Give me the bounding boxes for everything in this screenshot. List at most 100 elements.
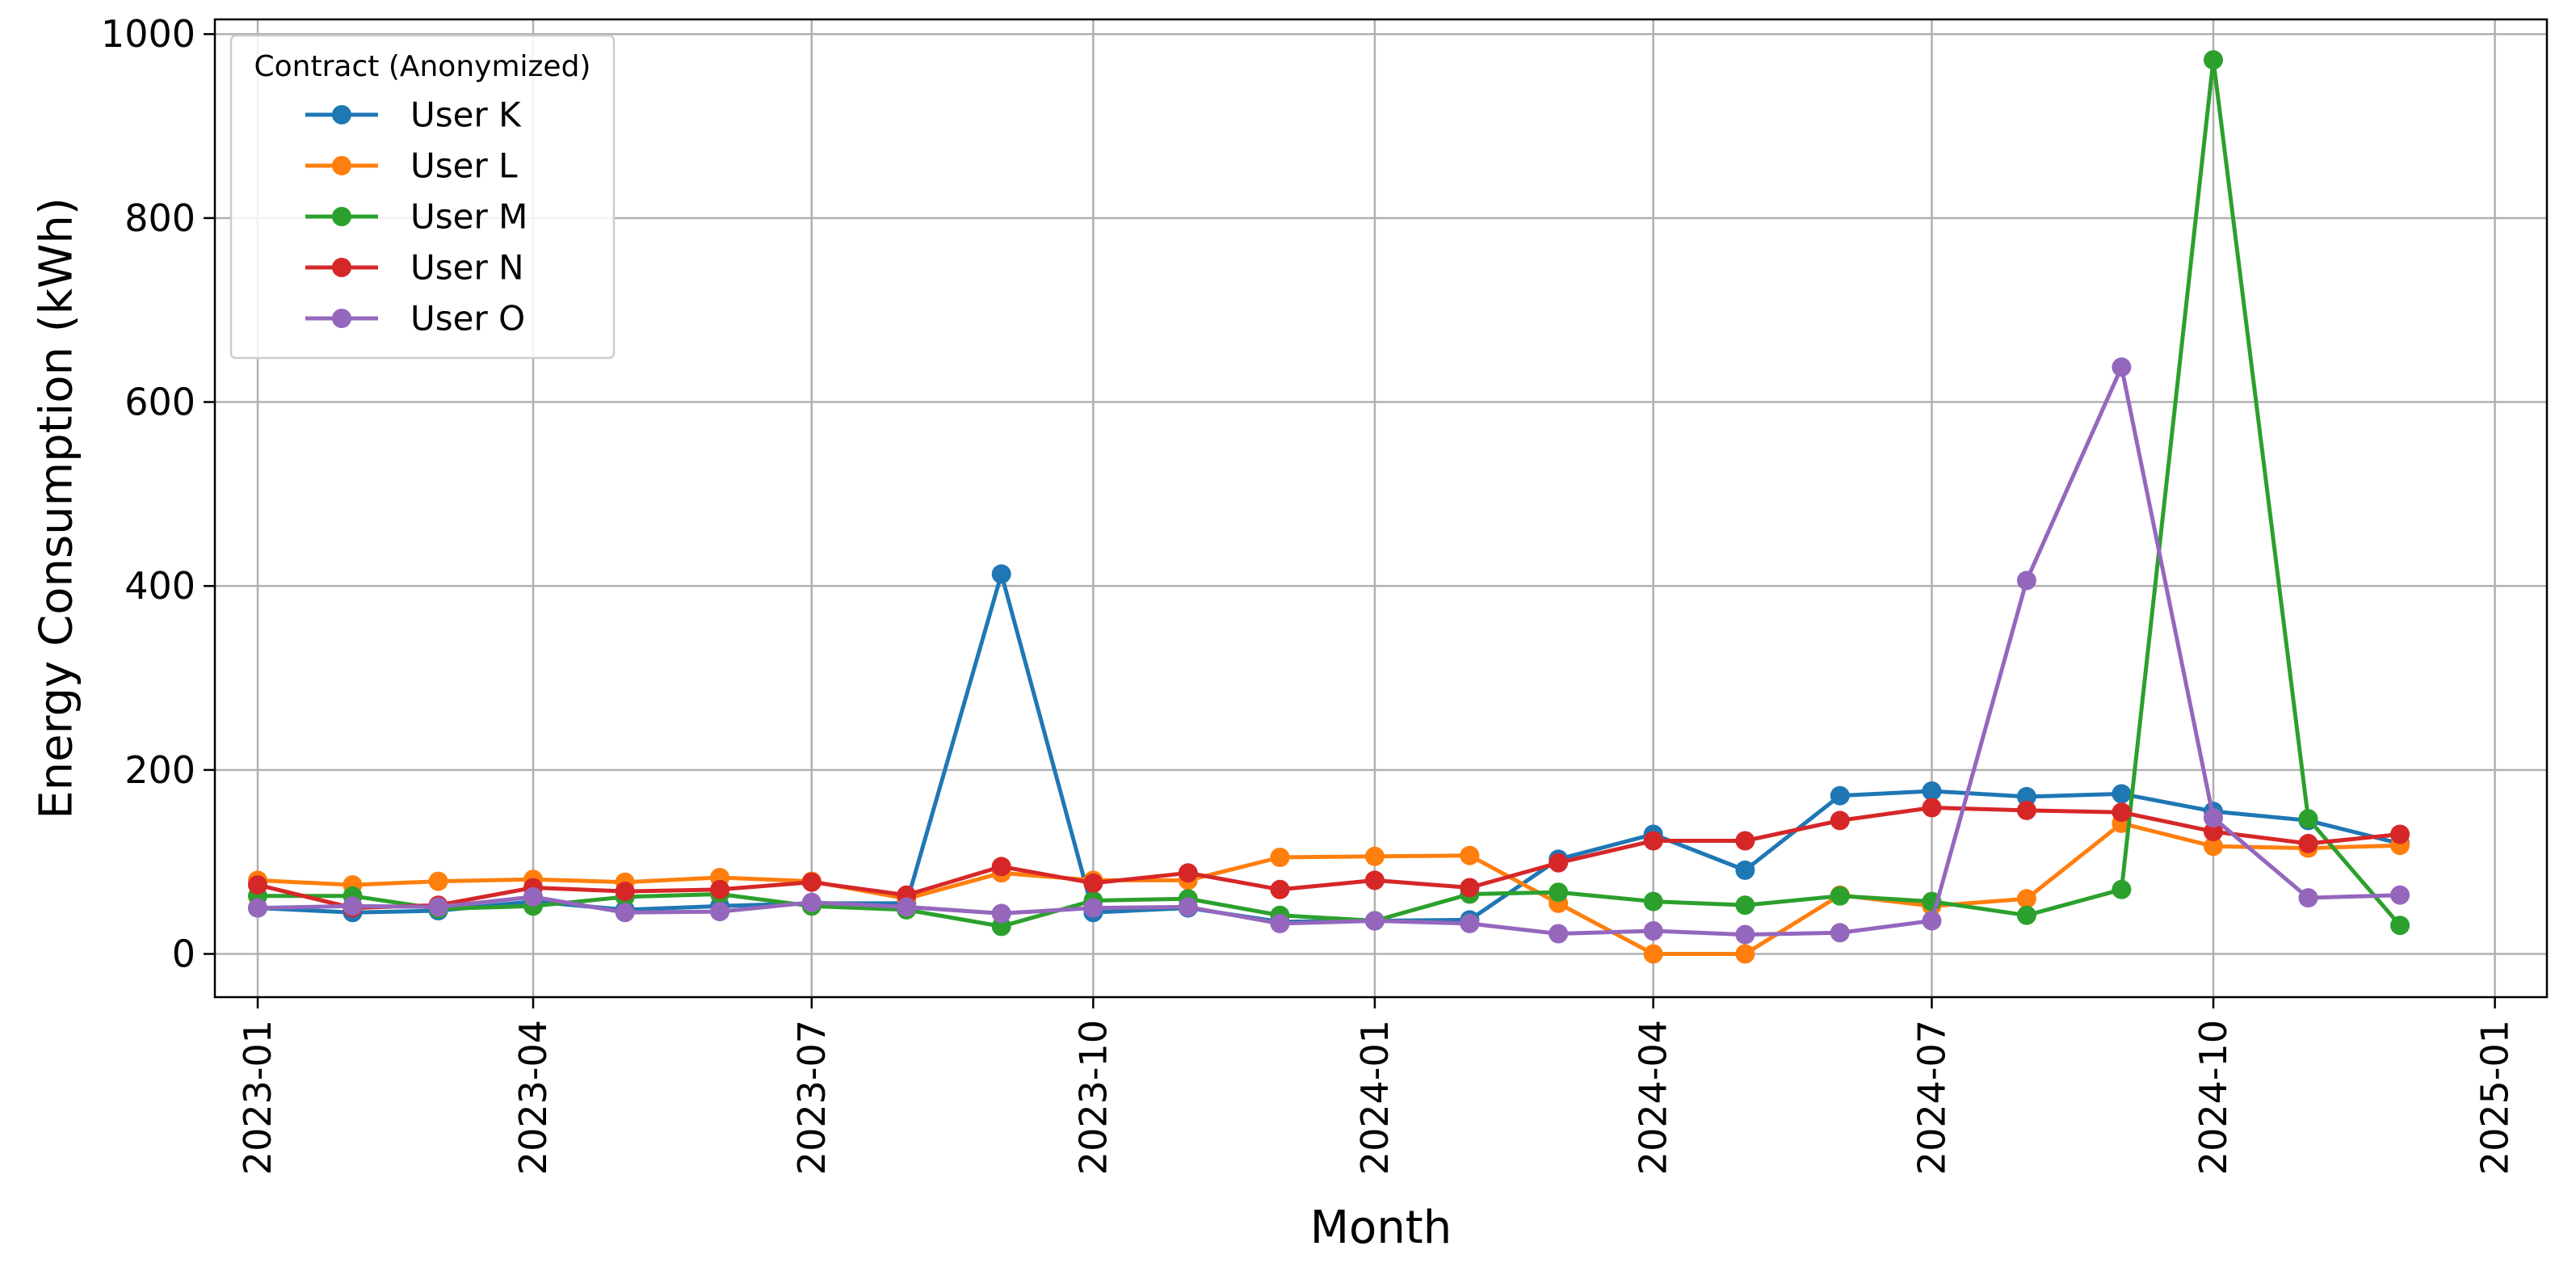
data-point-user-n (1643, 831, 1663, 851)
y-axis-title: Energy Consumption (kWh) (31, 197, 83, 819)
data-point-user-m (2390, 916, 2410, 936)
data-point-user-n (1735, 831, 1755, 851)
x-tick-label: 2023-07 (790, 1020, 834, 1175)
x-tick-label: 2023-01 (236, 1020, 279, 1175)
data-point-user-o (1083, 898, 1103, 918)
legend-item-user-l: User L (305, 146, 518, 186)
data-point-user-k (991, 564, 1011, 584)
data-point-user-n (1922, 798, 1942, 818)
data-point-user-o (2204, 808, 2223, 827)
legend-item-user-o: User O (305, 299, 525, 339)
data-point-user-n (1549, 853, 1569, 873)
legend-swatch-marker (332, 156, 351, 175)
data-point-user-m (1549, 882, 1569, 903)
y-tick-label: 600 (124, 381, 195, 424)
data-point-user-o (1922, 911, 1942, 931)
data-point-user-o (1643, 921, 1663, 941)
data-point-user-o (991, 903, 1011, 924)
y-tick-label: 200 (124, 748, 195, 792)
data-point-user-l (1364, 846, 1385, 866)
data-point-user-m (2016, 905, 2036, 925)
x-tick-label: 2023-04 (511, 1020, 555, 1175)
data-point-user-o (2016, 570, 2036, 591)
data-point-user-o (428, 897, 448, 917)
data-point-user-m (1735, 895, 1755, 916)
x-tick-label: 2024-01 (1353, 1020, 1397, 1175)
legend-item-user-k: User K (305, 95, 522, 135)
data-point-user-k (1922, 781, 1942, 801)
legend-swatch-marker (332, 309, 351, 328)
data-point-user-o (2298, 888, 2318, 908)
data-point-user-k (1830, 785, 1850, 806)
data-point-user-o (2112, 357, 2132, 377)
y-tick-label: 1000 (101, 12, 195, 56)
data-point-user-m (2298, 809, 2318, 829)
data-point-user-m (2204, 50, 2223, 70)
series-user-o (248, 357, 2410, 945)
data-point-user-o (2390, 885, 2410, 905)
data-point-user-k (2112, 784, 2132, 804)
data-point-user-o (1460, 913, 1480, 933)
data-point-user-m (1830, 886, 1850, 906)
series-line-user-o (257, 364, 2401, 937)
data-point-user-n (248, 875, 267, 895)
legend-title: Contract (Anonymized) (254, 50, 591, 83)
legend-swatch-marker (332, 258, 351, 277)
legend-item-user-m: User M (305, 197, 527, 237)
data-point-user-o (248, 898, 267, 918)
data-point-user-o (1364, 911, 1385, 931)
legend-swatch-marker (332, 105, 351, 124)
series-line-user-n (257, 806, 2401, 911)
legend-label: User K (410, 95, 522, 135)
data-point-user-n (1364, 870, 1385, 890)
x-tick-label: 2024-10 (2191, 1020, 2235, 1175)
data-point-user-o (710, 902, 730, 922)
y-tick-label: 800 (124, 196, 195, 240)
y-tick-label: 400 (124, 564, 195, 608)
data-point-user-l (2016, 889, 2036, 909)
legend-label: User O (410, 299, 525, 339)
data-point-user-l (2204, 836, 2223, 857)
data-point-user-n (710, 879, 730, 899)
data-point-user-n (2016, 800, 2036, 820)
x-tick-label: 2024-04 (1632, 1020, 1675, 1175)
data-point-user-n (801, 872, 822, 892)
data-point-user-n (991, 857, 1011, 877)
data-point-user-l (1643, 944, 1663, 964)
legend-items: User K User L User M User N User O (305, 95, 527, 339)
data-point-user-o (1270, 913, 1290, 933)
legend-swatch-marker (332, 207, 351, 226)
y-tick-label: 0 (172, 933, 195, 976)
data-point-user-n (1830, 810, 1850, 831)
data-point-user-n (2112, 802, 2132, 823)
data-point-user-l (1735, 944, 1755, 964)
series-line-user-m (258, 57, 2402, 928)
data-point-user-o (615, 903, 635, 923)
data-point-user-o (1830, 923, 1850, 943)
data-point-user-k (2016, 786, 2036, 806)
x-axis-title: Month (1310, 1202, 1452, 1254)
data-point-user-n (1178, 863, 1198, 883)
data-point-user-n (2390, 824, 2410, 844)
data-point-user-o (523, 886, 543, 907)
axes-frame (213, 18, 2549, 999)
series-user-k (248, 564, 2410, 932)
data-point-user-o (897, 897, 917, 917)
x-tick-label: 2024-07 (1910, 1020, 1953, 1175)
data-point-user-n (2298, 833, 2318, 853)
data-point-user-o (1178, 897, 1198, 917)
legend-label: User L (410, 146, 518, 186)
data-point-user-m (2112, 879, 2132, 899)
data-point-user-n (1083, 873, 1103, 893)
legend: Contract (Anonymized) User K User L User M… (229, 34, 616, 360)
data-point-user-n (1270, 879, 1290, 899)
data-point-user-o (1549, 924, 1569, 944)
data-point-user-o (801, 892, 822, 912)
legend-item-user-n: User N (305, 248, 524, 288)
series-layer (248, 50, 2410, 964)
ticks-layer: 2023-01 2023-04 2023-07 2023-10 2024-01 2024-… (101, 12, 2517, 1175)
series-line-user-l (257, 821, 2401, 956)
data-point-user-l (428, 871, 448, 891)
